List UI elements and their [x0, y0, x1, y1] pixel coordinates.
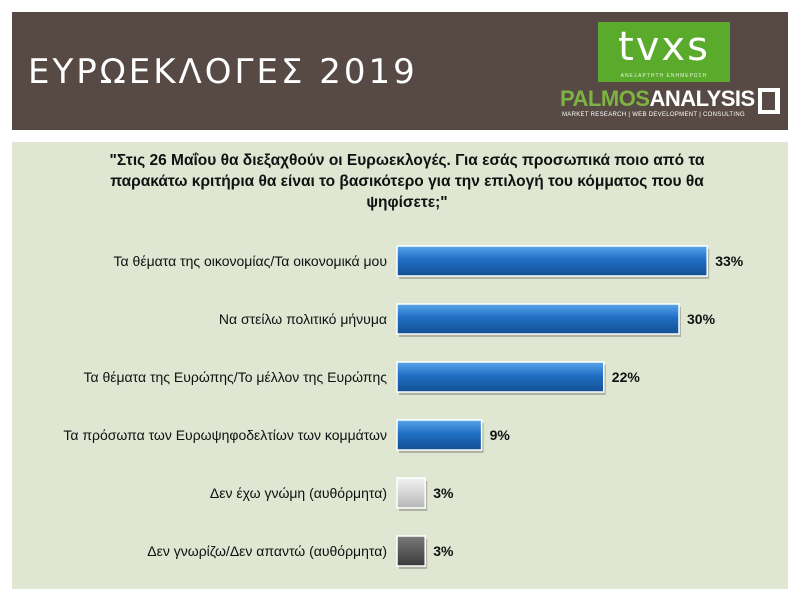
- category-label: Τα πρόσωπα των Ευρωψηφοδελτίων των κομμά…: [63, 427, 387, 443]
- palmos-logo-mark-icon: [758, 88, 780, 114]
- category-label: Τα θέματα της Ευρώπης/Το μέλλον της Ευρώ…: [83, 369, 387, 385]
- value-label: 3%: [433, 485, 454, 501]
- value-label: 33%: [715, 253, 744, 269]
- page-title: ΕΥΡΩΕΚΛΟΓΕΣ 2019: [28, 52, 418, 92]
- bar: [396, 361, 605, 393]
- value-label: 3%: [433, 543, 454, 559]
- palmos-logo-part-a: PALMOS: [560, 86, 650, 111]
- palmos-logo-subtitle: MARKET RESEARCH | WEB DEVELOPMENT | CONS…: [562, 112, 745, 118]
- palmos-analysis-logo: PALMOSANALYSIS MARKET RESEARCH | WEB DEV…: [560, 84, 788, 126]
- chart-panel: "Στις 26 Μαΐου θα διεξαχθούν οι Ευρωεκλο…: [12, 142, 788, 589]
- tvxs-logo-text: tvxs: [618, 24, 710, 70]
- category-label: Δεν γνωρίζω/Δεν απαντώ (αυθόρμητα): [147, 543, 387, 559]
- header-banner: ΕΥΡΩΕΚΛΟΓΕΣ 2019 tvxs ΑΝΕΞΑΡΤΗΤΗ ΕΝΗΜΕΡΩ…: [12, 12, 788, 130]
- bar: [396, 303, 680, 335]
- bar-chart: Τα θέματα της οικονομίας/Τα οικονομικά μ…: [63, 245, 744, 569]
- palmos-logo-part-b: ANALYSIS: [649, 86, 755, 111]
- palmos-logo-text: PALMOSANALYSIS: [560, 86, 755, 112]
- category-label: Να στείλω πολιτικό μήνυμα: [219, 311, 387, 327]
- tvxs-logo-subtitle: ΑΝΕΞΑΡΤΗΤΗ ΕΝΗΜΕΡΩΣΗ: [620, 73, 708, 79]
- bar: [396, 477, 426, 509]
- bar: [396, 535, 426, 567]
- category-label: Δεν έχω γνώμη (αυθόρμητα): [210, 485, 387, 501]
- bar: [396, 419, 483, 451]
- value-label: 9%: [490, 427, 511, 443]
- value-label: 22%: [612, 369, 641, 385]
- value-label: 30%: [687, 311, 716, 327]
- category-label: Τα θέματα της οικονομίας/Τα οικονομικά μ…: [114, 253, 387, 269]
- bar: [396, 245, 708, 277]
- chart-title: "Στις 26 Μαΐου θα διεξαχθούν οι Ευρωεκλο…: [109, 152, 705, 211]
- tvxs-logo: tvxs ΑΝΕΞΑΡΤΗΤΗ ΕΝΗΜΕΡΩΣΗ: [598, 22, 730, 82]
